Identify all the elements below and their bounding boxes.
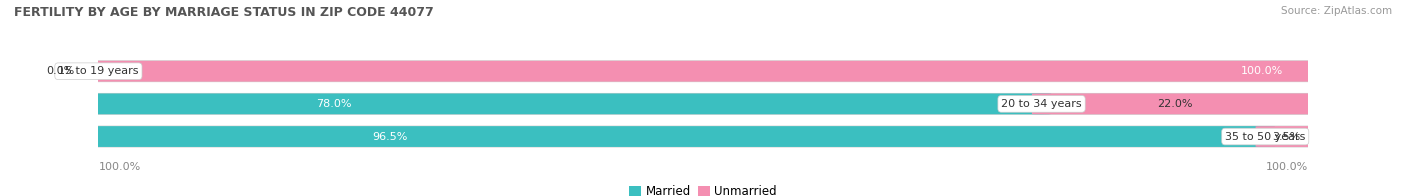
Text: 96.5%: 96.5% (373, 132, 408, 142)
Text: 22.0%: 22.0% (1157, 99, 1192, 109)
Text: 20 to 34 years: 20 to 34 years (1001, 99, 1081, 109)
FancyBboxPatch shape (89, 126, 1275, 147)
Text: FERTILITY BY AGE BY MARRIAGE STATUS IN ZIP CODE 44077: FERTILITY BY AGE BY MARRIAGE STATUS IN Z… (14, 6, 434, 19)
Text: 35 to 50 years: 35 to 50 years (1225, 132, 1305, 142)
Text: 15 to 19 years: 15 to 19 years (58, 66, 139, 76)
Text: 100.0%: 100.0% (1241, 66, 1284, 76)
FancyBboxPatch shape (89, 126, 1317, 147)
Legend: Married, Unmarried: Married, Unmarried (628, 185, 778, 196)
Text: 100.0%: 100.0% (1265, 162, 1308, 172)
FancyBboxPatch shape (89, 93, 1317, 114)
FancyBboxPatch shape (89, 93, 1052, 114)
FancyBboxPatch shape (1032, 93, 1317, 114)
FancyBboxPatch shape (1256, 126, 1317, 147)
Text: 0.0%: 0.0% (46, 66, 75, 76)
FancyBboxPatch shape (89, 61, 1317, 82)
Text: 100.0%: 100.0% (98, 162, 141, 172)
Text: 78.0%: 78.0% (316, 99, 352, 109)
Text: 3.5%: 3.5% (1272, 132, 1301, 142)
FancyBboxPatch shape (89, 61, 1317, 82)
Text: Source: ZipAtlas.com: Source: ZipAtlas.com (1281, 6, 1392, 16)
